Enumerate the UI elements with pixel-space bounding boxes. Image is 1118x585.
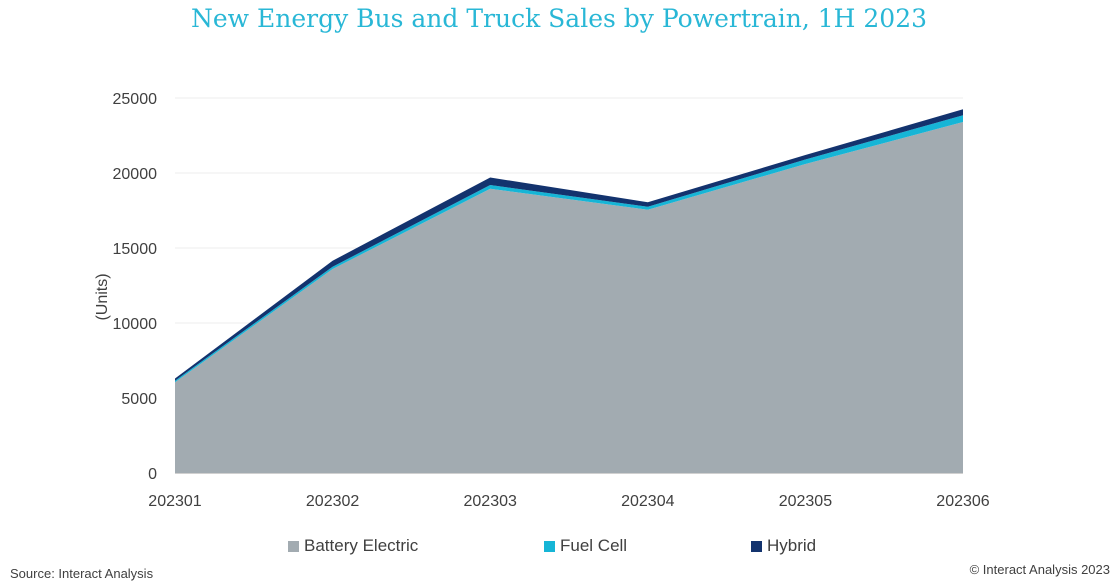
x-tick-label: 202301 — [148, 493, 201, 510]
x-tick-label: 202306 — [936, 493, 989, 510]
x-tick-label: 202305 — [779, 493, 832, 510]
legend-item-battery-electric: Battery Electric — [288, 536, 418, 556]
legend-label-battery-electric: Battery Electric — [304, 536, 419, 555]
x-tick-label: 202303 — [464, 493, 517, 510]
x-tick-label: 202302 — [306, 493, 359, 510]
legend-label-hybrid: Hybrid — [767, 536, 817, 555]
area-series — [175, 109, 963, 473]
x-tick-label: 202304 — [621, 493, 674, 510]
copyright-note: © Interact Analysis 2023 — [969, 562, 1110, 577]
area-hybrid — [175, 109, 963, 381]
axes: 0 5000 10000 15000 20000 25000 202301 202302 202… — [113, 91, 990, 510]
area-fuel-cell — [175, 115, 963, 383]
legend-swatch-fuel-cell — [544, 540, 555, 552]
y-tick-label: 0 — [148, 466, 157, 483]
source-note: Source: Interact Analysis — [10, 566, 154, 581]
y-tick-label: 20000 — [113, 166, 158, 183]
y-tick-label: 10000 — [113, 316, 158, 333]
legend-swatch-battery-electric — [288, 540, 299, 552]
legend-label-fuel-cell: Fuel Cell — [560, 536, 628, 555]
legend-item-fuel-cell: Fuel Cell — [544, 536, 627, 556]
y-tick-label: 15000 — [113, 241, 158, 258]
legend: Battery Electric Fuel Cell Hybrid — [0, 536, 1118, 560]
y-tick-label: 25000 — [113, 91, 158, 108]
area-battery-electric — [175, 122, 963, 473]
chart-title: New Energy Bus and Truck Sales by Powert… — [190, 4, 928, 33]
y-axis-title: (Units) — [94, 273, 111, 320]
y-tick-label: 5000 — [121, 391, 157, 408]
legend-swatch-hybrid — [751, 540, 762, 552]
legend-item-hybrid: Hybrid — [751, 536, 816, 556]
